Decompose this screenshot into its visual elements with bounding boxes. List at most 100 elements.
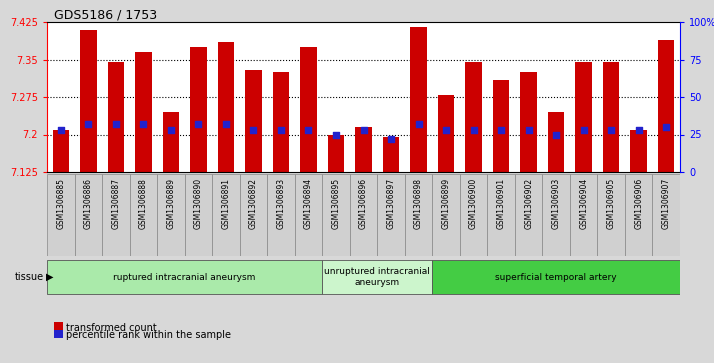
Bar <box>218 42 234 172</box>
Text: GSM1306904: GSM1306904 <box>579 178 588 229</box>
Text: GSM1306897: GSM1306897 <box>386 178 396 229</box>
Bar <box>74 174 102 256</box>
Bar <box>598 174 625 256</box>
Bar <box>493 79 509 172</box>
Bar <box>47 260 322 294</box>
Bar <box>521 72 537 172</box>
Point <box>496 127 507 133</box>
Text: GSM1306899: GSM1306899 <box>441 178 451 229</box>
Point <box>55 127 66 133</box>
Bar <box>383 137 399 172</box>
Bar <box>350 174 377 256</box>
Text: tissue: tissue <box>14 272 44 282</box>
Bar <box>322 174 350 256</box>
Bar <box>405 174 432 256</box>
Bar <box>135 52 151 172</box>
Bar <box>163 112 179 172</box>
Point <box>633 127 645 133</box>
Bar <box>273 72 289 172</box>
Text: superficial temporal artery: superficial temporal artery <box>496 273 617 281</box>
Text: GSM1306892: GSM1306892 <box>249 178 258 229</box>
Bar <box>240 174 267 256</box>
Bar <box>328 135 344 172</box>
Bar <box>548 112 564 172</box>
Bar <box>47 174 74 256</box>
Text: GDS5186 / 1753: GDS5186 / 1753 <box>54 8 157 21</box>
Bar <box>356 127 372 172</box>
Point <box>275 127 286 133</box>
Bar <box>515 174 543 256</box>
Point <box>110 121 121 127</box>
Text: GSM1306898: GSM1306898 <box>414 178 423 229</box>
Text: unruptured intracranial
aneurysm: unruptured intracranial aneurysm <box>324 267 431 287</box>
Text: GSM1306903: GSM1306903 <box>552 178 560 229</box>
Text: ▶: ▶ <box>46 272 53 282</box>
Text: GSM1306905: GSM1306905 <box>607 178 615 229</box>
Point <box>83 121 94 127</box>
Point <box>413 121 424 127</box>
Point <box>386 136 397 142</box>
Point <box>660 124 672 130</box>
Bar <box>432 174 460 256</box>
Bar <box>295 174 322 256</box>
Text: GSM1306906: GSM1306906 <box>634 178 643 229</box>
Text: GSM1306888: GSM1306888 <box>139 178 148 229</box>
Text: GSM1306891: GSM1306891 <box>221 178 231 229</box>
Point <box>220 121 231 127</box>
Bar <box>190 47 206 172</box>
Point <box>358 127 369 133</box>
Bar <box>212 174 240 256</box>
Text: GSM1306896: GSM1306896 <box>359 178 368 229</box>
Bar <box>438 94 454 172</box>
Text: GSM1306894: GSM1306894 <box>304 178 313 229</box>
Text: percentile rank within the sample: percentile rank within the sample <box>66 330 231 340</box>
Bar <box>185 174 212 256</box>
Bar <box>658 40 675 172</box>
Text: transformed count: transformed count <box>66 323 157 333</box>
Bar <box>411 27 427 172</box>
Bar <box>245 69 261 172</box>
Bar <box>108 62 124 172</box>
Point <box>193 121 204 127</box>
Bar <box>432 260 680 294</box>
Bar <box>129 174 157 256</box>
Point <box>138 121 149 127</box>
Text: GSM1306886: GSM1306886 <box>84 178 93 229</box>
Bar <box>102 174 129 256</box>
Point <box>523 127 534 133</box>
Bar <box>575 62 592 172</box>
Point <box>441 127 452 133</box>
Bar <box>570 174 598 256</box>
Text: GSM1306895: GSM1306895 <box>331 178 341 229</box>
Bar <box>466 62 482 172</box>
Text: GSM1306902: GSM1306902 <box>524 178 533 229</box>
Point <box>468 127 479 133</box>
Bar <box>460 174 488 256</box>
Bar <box>625 174 653 256</box>
Point <box>165 127 176 133</box>
Bar <box>543 174 570 256</box>
Point <box>578 127 589 133</box>
Point <box>550 132 562 138</box>
Point <box>605 127 617 133</box>
Bar <box>653 174 680 256</box>
Text: GSM1306907: GSM1306907 <box>662 178 670 229</box>
Bar <box>322 260 432 294</box>
Text: GSM1306885: GSM1306885 <box>56 178 65 229</box>
Point <box>303 127 314 133</box>
Point <box>248 127 259 133</box>
Bar <box>157 174 185 256</box>
Bar <box>267 174 295 256</box>
Text: ruptured intracranial aneurysm: ruptured intracranial aneurysm <box>114 273 256 281</box>
Text: GSM1306887: GSM1306887 <box>111 178 120 229</box>
Point <box>331 132 342 138</box>
Bar <box>300 47 317 172</box>
Bar <box>53 130 69 172</box>
Bar <box>80 29 96 172</box>
Bar <box>488 174 515 256</box>
Text: GSM1306889: GSM1306889 <box>166 178 176 229</box>
Text: GSM1306890: GSM1306890 <box>194 178 203 229</box>
Text: GSM1306893: GSM1306893 <box>276 178 286 229</box>
Text: GSM1306901: GSM1306901 <box>497 178 506 229</box>
Bar <box>603 62 620 172</box>
